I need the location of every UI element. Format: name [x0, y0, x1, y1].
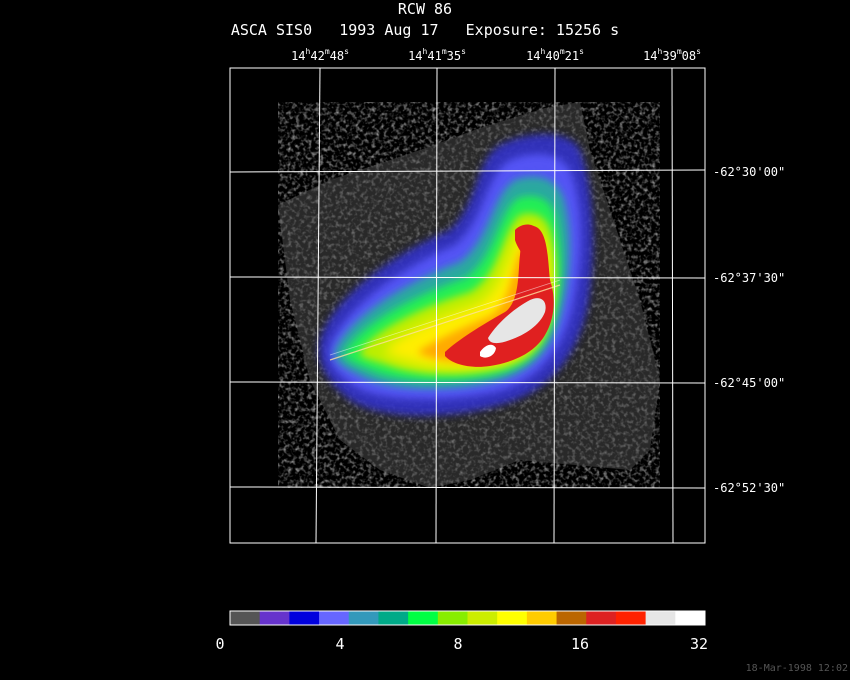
colorbar-label-32: 32 — [689, 635, 709, 653]
colorbar-segment — [319, 611, 350, 625]
ra-label-4: 14h39m08s — [643, 47, 701, 63]
colorbar-label-8: 8 — [453, 635, 463, 653]
colorbar-segment — [259, 611, 290, 625]
colorbar-segment — [348, 611, 379, 625]
colorbar-segment — [408, 611, 439, 625]
colorbar-segment — [556, 611, 587, 625]
colorbar-label-4: 4 — [335, 635, 345, 653]
colorbar-segment — [437, 611, 468, 625]
colorbar — [229, 610, 706, 626]
colorbar-border — [229, 610, 706, 626]
observation-info: ASCA SIS0 1993 Aug 17 Exposure: 15256 s — [230, 21, 620, 39]
dec-label-2: -62°37'30" — [713, 271, 786, 285]
colorbar-segment — [289, 611, 320, 625]
colorbar-segment — [645, 611, 676, 625]
x-ray-emission — [278, 102, 660, 488]
colorbar-segment — [615, 611, 647, 625]
dec-label-4: -62°52'30" — [713, 481, 786, 495]
colorbar-segment — [675, 611, 706, 625]
timestamp: 18-Mar-1998 12:02 — [745, 663, 848, 674]
dec-label-3: -62°45'00" — [713, 376, 786, 390]
dec-label-1: -62°30'00" — [713, 165, 786, 179]
colorbar-segment — [586, 611, 617, 625]
colorbar-segment — [230, 611, 261, 625]
colorbar-label-16: 16 — [570, 635, 590, 653]
ra-label-1: 14h42m48s — [291, 47, 349, 63]
colorbar-label-0: 0 — [215, 635, 225, 653]
colorbar-segment — [378, 611, 409, 625]
colorbar-segment — [467, 611, 498, 625]
ra-label-3: 14h40m21s — [526, 47, 584, 63]
colorbar-segment — [526, 611, 558, 625]
colorbar-segment — [497, 611, 528, 625]
coordinate-grid — [229, 67, 706, 544]
image-title: RCW 86 — [397, 0, 453, 18]
ra-label-2: 14h41m35s — [408, 47, 466, 63]
